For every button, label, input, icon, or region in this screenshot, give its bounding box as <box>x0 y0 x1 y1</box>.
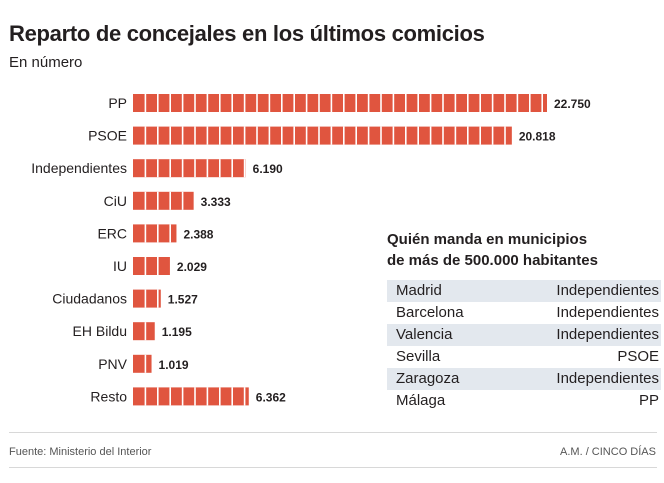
category-label: EH Bildu <box>73 323 127 339</box>
value-label: 3.333 <box>201 195 231 209</box>
city-name: Madrid <box>396 282 442 299</box>
governing-party: PSOE <box>617 348 659 365</box>
category-label: Independientes <box>31 160 127 176</box>
bar <box>133 257 170 275</box>
table-row: Zaragoza Independientes <box>387 368 661 390</box>
footer-divider <box>9 432 657 433</box>
category-label: PP <box>108 95 127 111</box>
city-party-table: Madrid Independientes Barcelona Independien… <box>387 280 661 412</box>
value-label: 22.750 <box>554 97 591 111</box>
governing-party: Independientes <box>556 370 659 387</box>
category-label: Resto <box>90 388 127 404</box>
table-row: Sevilla PSOE <box>387 346 661 368</box>
bar <box>133 322 155 341</box>
value-label: 2.029 <box>177 260 207 274</box>
governing-party: PP <box>638 392 659 409</box>
bar <box>133 126 512 145</box>
value-label: 1.195 <box>162 325 192 339</box>
bar <box>133 354 152 373</box>
category-label: PNV <box>98 356 127 372</box>
city-name: Zaragoza <box>396 370 460 387</box>
value-label: 20.818 <box>519 130 556 144</box>
category-label: Ciudadanos <box>52 291 127 307</box>
value-label: 1.527 <box>168 293 198 307</box>
bar <box>133 224 177 243</box>
table-row: Madrid Independientes <box>387 280 661 302</box>
value-label: 2.388 <box>183 227 213 241</box>
inset-panel: Quién manda en municipios de más de 500.… <box>387 229 661 412</box>
governing-party: Independientes <box>556 304 659 321</box>
bar <box>133 159 246 178</box>
credit-note: A.M. / CINCO DÍAS <box>560 446 656 458</box>
city-name: Málaga <box>396 392 446 409</box>
table-row: Málaga PP <box>387 390 661 412</box>
chart-subtitle: En número <box>9 54 83 71</box>
category-label: ERC <box>97 225 127 241</box>
value-label: 6.362 <box>256 390 286 404</box>
city-name: Sevilla <box>396 348 441 365</box>
bar <box>133 289 161 308</box>
governing-party: Independientes <box>556 326 659 343</box>
bottom-divider <box>9 467 657 468</box>
value-label: 1.019 <box>159 358 189 372</box>
table-row: Valencia Independientes <box>387 324 661 346</box>
category-label: PSOE <box>88 128 127 144</box>
value-label: 6.190 <box>253 162 283 176</box>
inset-title-line-2: de más de 500.000 habitantes <box>387 252 598 269</box>
inset-title-line-1: Quién manda en municipios <box>387 231 588 248</box>
source-note: Fuente: Ministerio del Interior <box>9 446 152 458</box>
category-label: IU <box>113 258 127 274</box>
city-name: Valencia <box>396 326 453 343</box>
chart-title: Reparto de concejales en los últimos com… <box>9 21 485 46</box>
city-name: Barcelona <box>396 304 464 321</box>
table-row: Barcelona Independientes <box>387 302 661 324</box>
bar <box>133 191 194 210</box>
category-label: CiU <box>104 193 127 209</box>
inset-title: Quién manda en municipios de más de 500.… <box>387 229 661 271</box>
governing-party: Independientes <box>556 282 659 299</box>
